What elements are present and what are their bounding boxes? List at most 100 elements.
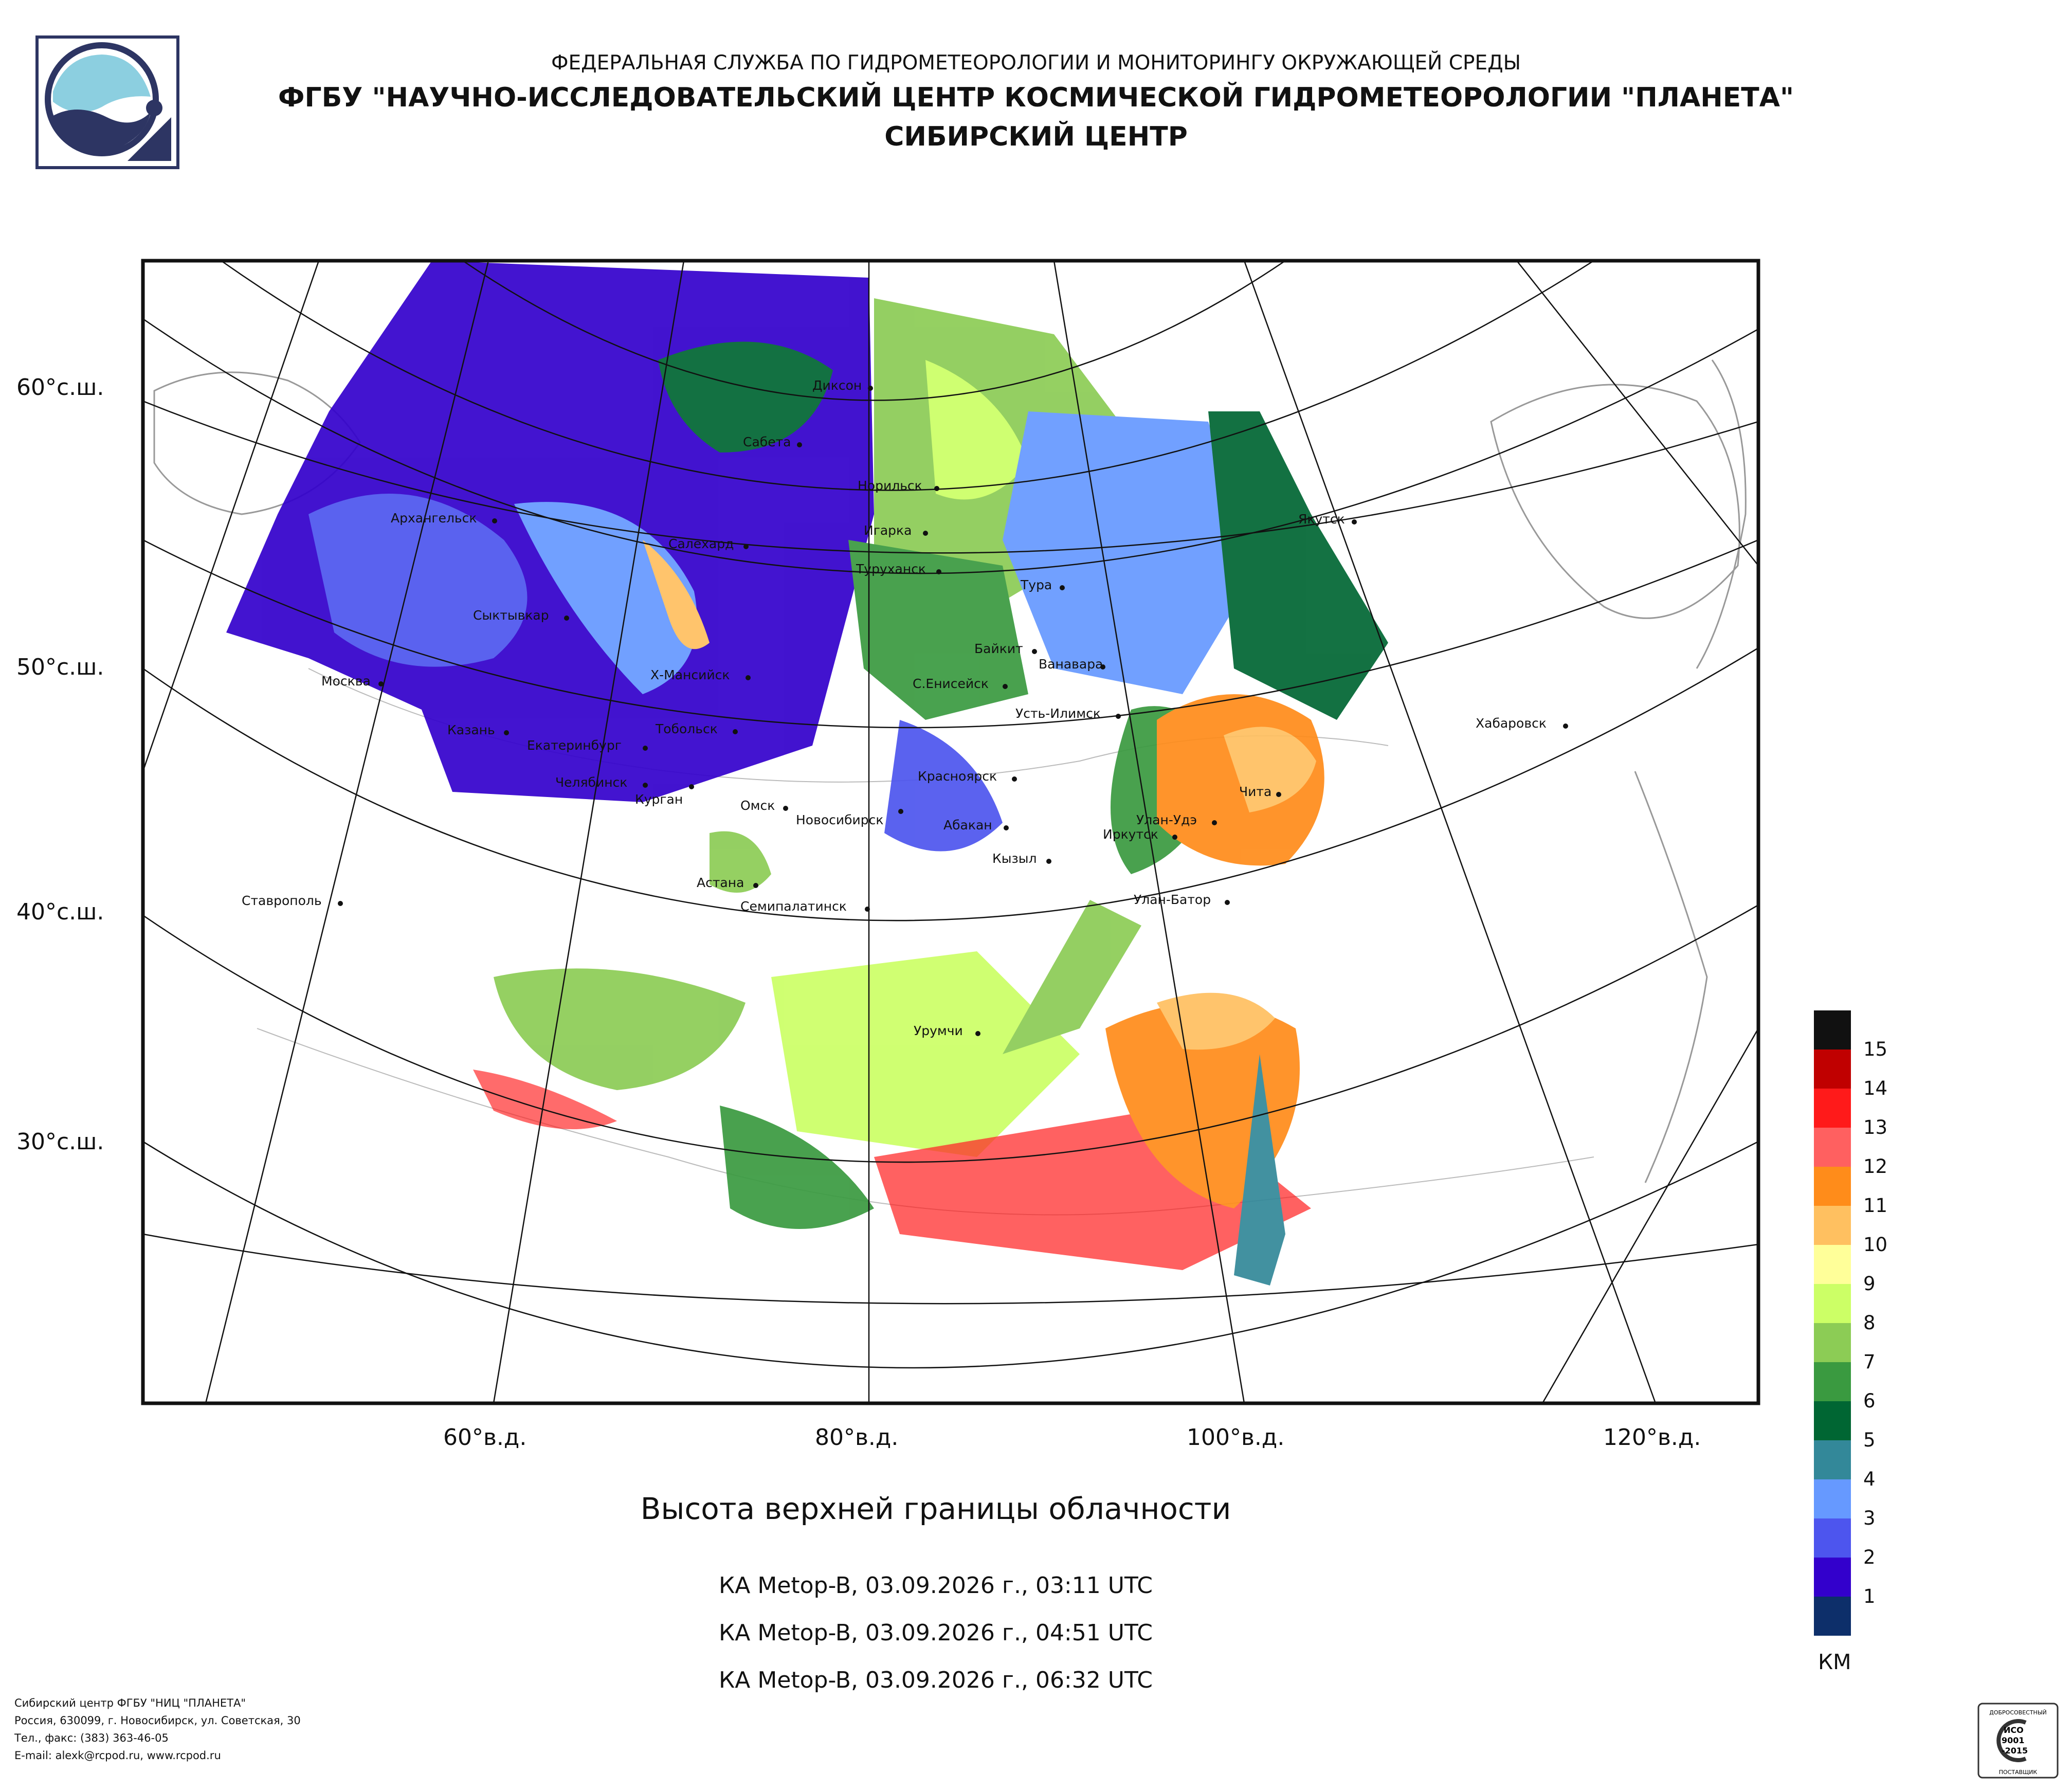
coastline-east [1490,384,1740,619]
city-moskva: Москва [321,674,384,689]
city-omsk: Омск [740,798,788,813]
legend-swatch [1814,1010,1851,1050]
map-frame [141,259,1760,1405]
legend-label: 10 [1863,1234,1888,1256]
legend-label: 1 [1863,1585,1876,1607]
footer-phone: Тел., факс: (383) 363-46-05 [14,1732,169,1744]
legend-swatch [1814,1128,1851,1167]
legend-label: 14 [1863,1077,1888,1099]
cloud-field [226,261,1388,1286]
city-ekaterinburg: Екатеринбург [527,738,648,753]
svg-text:Байкит: Байкит [974,641,1023,656]
svg-text:ИСО: ИСО [2004,1725,2024,1735]
svg-text:Норильск: Норильск [858,478,922,493]
svg-text:Якутск: Якутск [1298,512,1345,527]
svg-text:Екатеринбург: Екатеринбург [527,738,622,753]
legend-label: 15 [1863,1038,1888,1060]
legend-label: 7 [1863,1351,1876,1373]
svg-text:С.Енисейск: С.Енисейск [913,676,989,691]
city-khanty-mansiysk: Х-Мансийск [650,667,751,682]
svg-text:Диксон: Диксон [812,378,862,393]
graticule [143,261,1758,1403]
city-sabeta: Сабета [743,435,802,449]
coastline-japan [1634,771,1708,1183]
svg-text:Усть-Илимск: Усть-Илимск [1015,706,1101,721]
svg-text:Абакан: Абакан [943,818,992,833]
svg-text:Сыктывкар: Сыктывкар [473,608,549,623]
svg-text:Чита: Чита [1239,784,1271,799]
svg-text:Астана: Астана [697,875,744,890]
city-markers: Диксон Сабета Норильск Архангельск Салех… [242,378,1568,1038]
svg-text:Х-Мансийск: Х-Мансийск [650,667,730,682]
footer-address: Россия, 630099, г. Новосибирск, ул. Сове… [14,1714,301,1727]
lat-label-40: 40°с.ш. [16,899,104,925]
lon-label-80: 80°в.д. [815,1424,899,1451]
svg-text:ПОСТАВЩИК: ПОСТАВЩИК [1999,1769,2038,1776]
svg-text:-2015: -2015 [2002,1746,2028,1756]
legend-swatch [1814,1518,1851,1558]
pass-line-1: КА Metop-B, 03.09.2026 г., 03:11 UTC [719,1572,1153,1599]
svg-text:Новосибирск: Новосибирск [796,812,884,827]
svg-text:Москва: Москва [321,674,371,689]
svg-text:Челябинск: Челябинск [555,775,627,790]
svg-text:Хабаровск: Хабаровск [1476,716,1547,731]
legend-swatch [1814,1206,1851,1245]
legend-label: 13 [1863,1116,1888,1138]
legend-label: 3 [1863,1507,1876,1529]
cloud-top-height-map: Диксон Сабета Норильск Архангельск Салех… [141,259,1760,1405]
legend-label: 5 [1863,1429,1876,1451]
svg-text:Ставрополь: Ставрополь [242,893,322,908]
city-tobolsk: Тобольск [655,721,738,736]
city-ulan-bator: Улан-Батор [1134,892,1230,907]
svg-text:Урумчи: Урумчи [914,1023,963,1038]
city-semipalatinsk: Семипалатинск [740,899,870,914]
svg-text:Омск: Омск [740,798,775,813]
city-vanavara: Ванавара [1039,657,1105,672]
pass-line-2: КА Metop-B, 03.09.2026 г., 04:51 UTC [719,1620,1153,1646]
city-tura: Тура [1020,577,1065,592]
legend-swatch [1814,1401,1851,1440]
lon-label-60: 60°в.д. [443,1424,527,1451]
city-salekhard: Салехард [668,536,749,551]
legend-label: 2 [1863,1546,1876,1568]
legend-label: 4 [1863,1468,1876,1490]
city-kurgan: Курган [635,784,694,807]
city-abakan: Абакан [943,818,1009,833]
footer-email: E-mail: alexk@rcpod.ru, www.rcpod.ru [14,1749,221,1762]
city-arkhangelsk: Архангельск [391,511,497,526]
city-ust-ilimsk: Усть-Илимск [1015,706,1121,721]
legend-swatch [1814,1323,1851,1362]
city-krasnoyarsk: Красноярск [918,769,1017,784]
city-turukhansk: Туруханск [856,562,941,576]
legend-label: 6 [1863,1390,1876,1412]
svg-text:9001: 9001 [2002,1735,2025,1745]
legend-unit: КМ [1818,1650,1851,1674]
lat-label-50: 50°с.ш. [16,654,104,680]
legend-label: 11 [1863,1195,1888,1217]
svg-text:Курган: Курган [635,792,683,807]
city-astana: Астана [697,875,758,890]
pass-line-3: КА Metop-B, 03.09.2026 г., 06:32 UTC [719,1667,1153,1693]
svg-text:Туруханск: Туруханск [856,562,926,576]
svg-text:Иркутск: Иркутск [1103,827,1158,842]
legend-label: 9 [1863,1273,1876,1295]
svg-text:ДОБРОСОВЕСТНЫЙ: ДОБРОСОВЕСТНЫЙ [1989,1709,2047,1716]
map-title: Высота верхней границы облачности [640,1491,1231,1526]
lon-label-100: 100°в.д. [1187,1424,1285,1451]
header-center: СИБИРСКИЙ ЦЕНТР [884,121,1188,152]
svg-text:Игарка: Игарка [864,523,912,538]
svg-text:Красноярск: Красноярск [918,769,997,784]
city-kazan: Казань [447,722,509,737]
svg-text:Улан-Удэ: Улан-Удэ [1136,812,1197,827]
svg-text:Улан-Батор: Улан-Батор [1134,892,1211,907]
legend-swatch [1814,1050,1851,1089]
svg-text:Салехард: Салехард [668,536,734,551]
lat-label-30: 30°с.ш. [16,1129,104,1155]
legend-swatch [1814,1362,1851,1401]
legend-swatch [1814,1284,1851,1323]
city-igarka: Игарка [864,523,928,538]
city-chita: Чита [1239,784,1281,799]
svg-text:Сабета: Сабета [743,435,791,449]
city-ulan-ude: Улан-Удэ [1136,812,1217,827]
city-norilsk: Норильск [858,478,939,493]
